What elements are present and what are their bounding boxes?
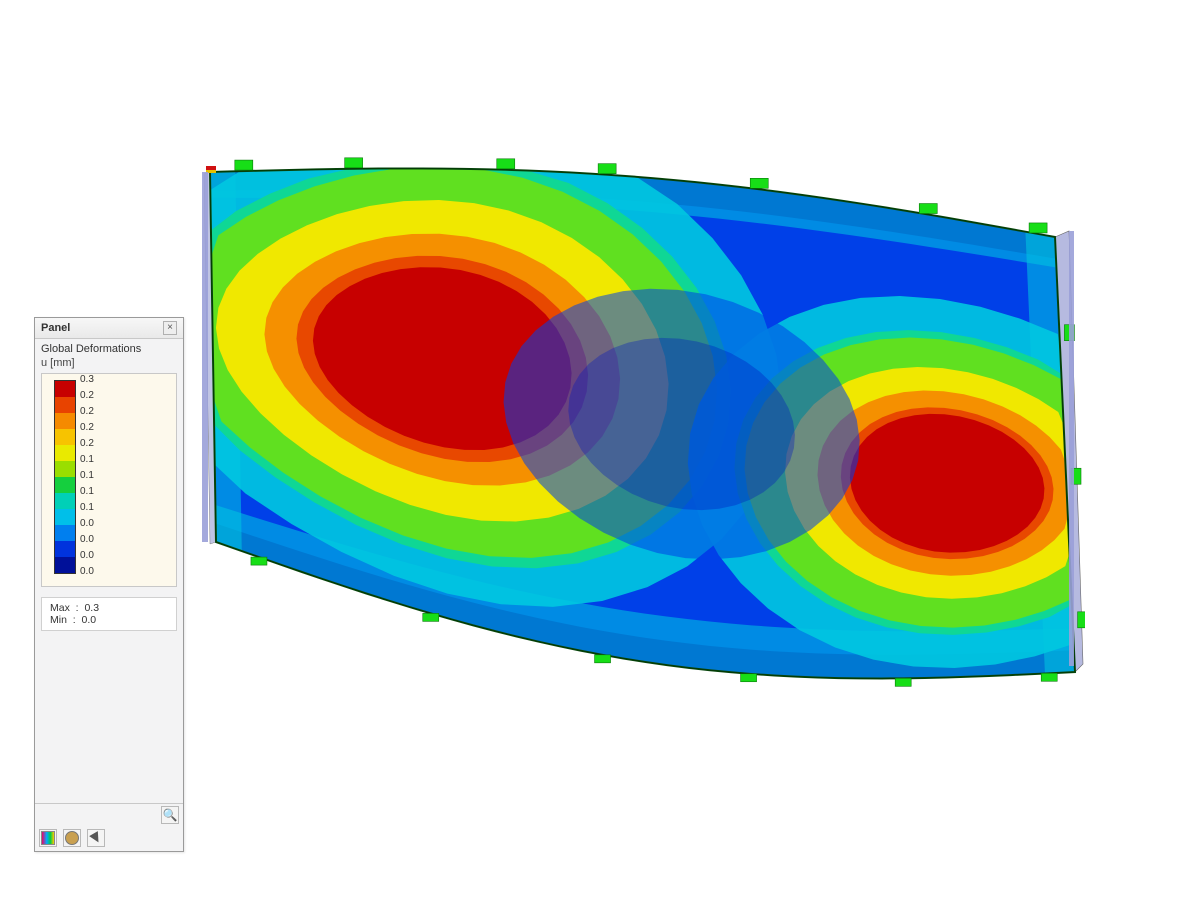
- color-bar-ticks: 0.30.20.20.20.20.10.10.10.10.00.00.00.0: [80, 380, 94, 580]
- legend-panel: Panel × Global Deformations u [mm] 0.30.…: [34, 317, 184, 852]
- panel-title: Panel: [41, 322, 70, 334]
- max-value: 0.3: [84, 602, 99, 614]
- zoom-icon[interactable]: 🔍: [161, 806, 179, 824]
- fea-contour-svg: [200, 112, 1085, 732]
- probe-icon[interactable]: [87, 829, 105, 847]
- color-legend: 0.30.20.20.20.20.10.10.10.10.00.00.00.0: [41, 373, 177, 587]
- min-value: 0.0: [82, 614, 97, 626]
- object-icon[interactable]: [63, 829, 81, 847]
- unit-label: u [mm]: [41, 357, 177, 369]
- min-label: Min: [50, 614, 67, 626]
- panel-footer: 🔍: [35, 803, 183, 851]
- stats-box: Max : 0.3 Min : 0.0: [41, 597, 177, 631]
- max-row: Max : 0.3: [50, 602, 168, 614]
- panel-header[interactable]: Panel ×: [35, 318, 183, 339]
- result-type-label: Global Deformations: [41, 343, 177, 355]
- panel-body: Global Deformations u [mm] 0.30.20.20.20…: [35, 339, 183, 633]
- color-bar: [54, 380, 76, 574]
- min-row: Min : 0.0: [50, 614, 168, 626]
- palette-icon[interactable]: [39, 829, 57, 847]
- close-icon[interactable]: ×: [163, 321, 177, 335]
- fea-viewport[interactable]: [200, 112, 1085, 732]
- max-label: Max: [50, 602, 70, 614]
